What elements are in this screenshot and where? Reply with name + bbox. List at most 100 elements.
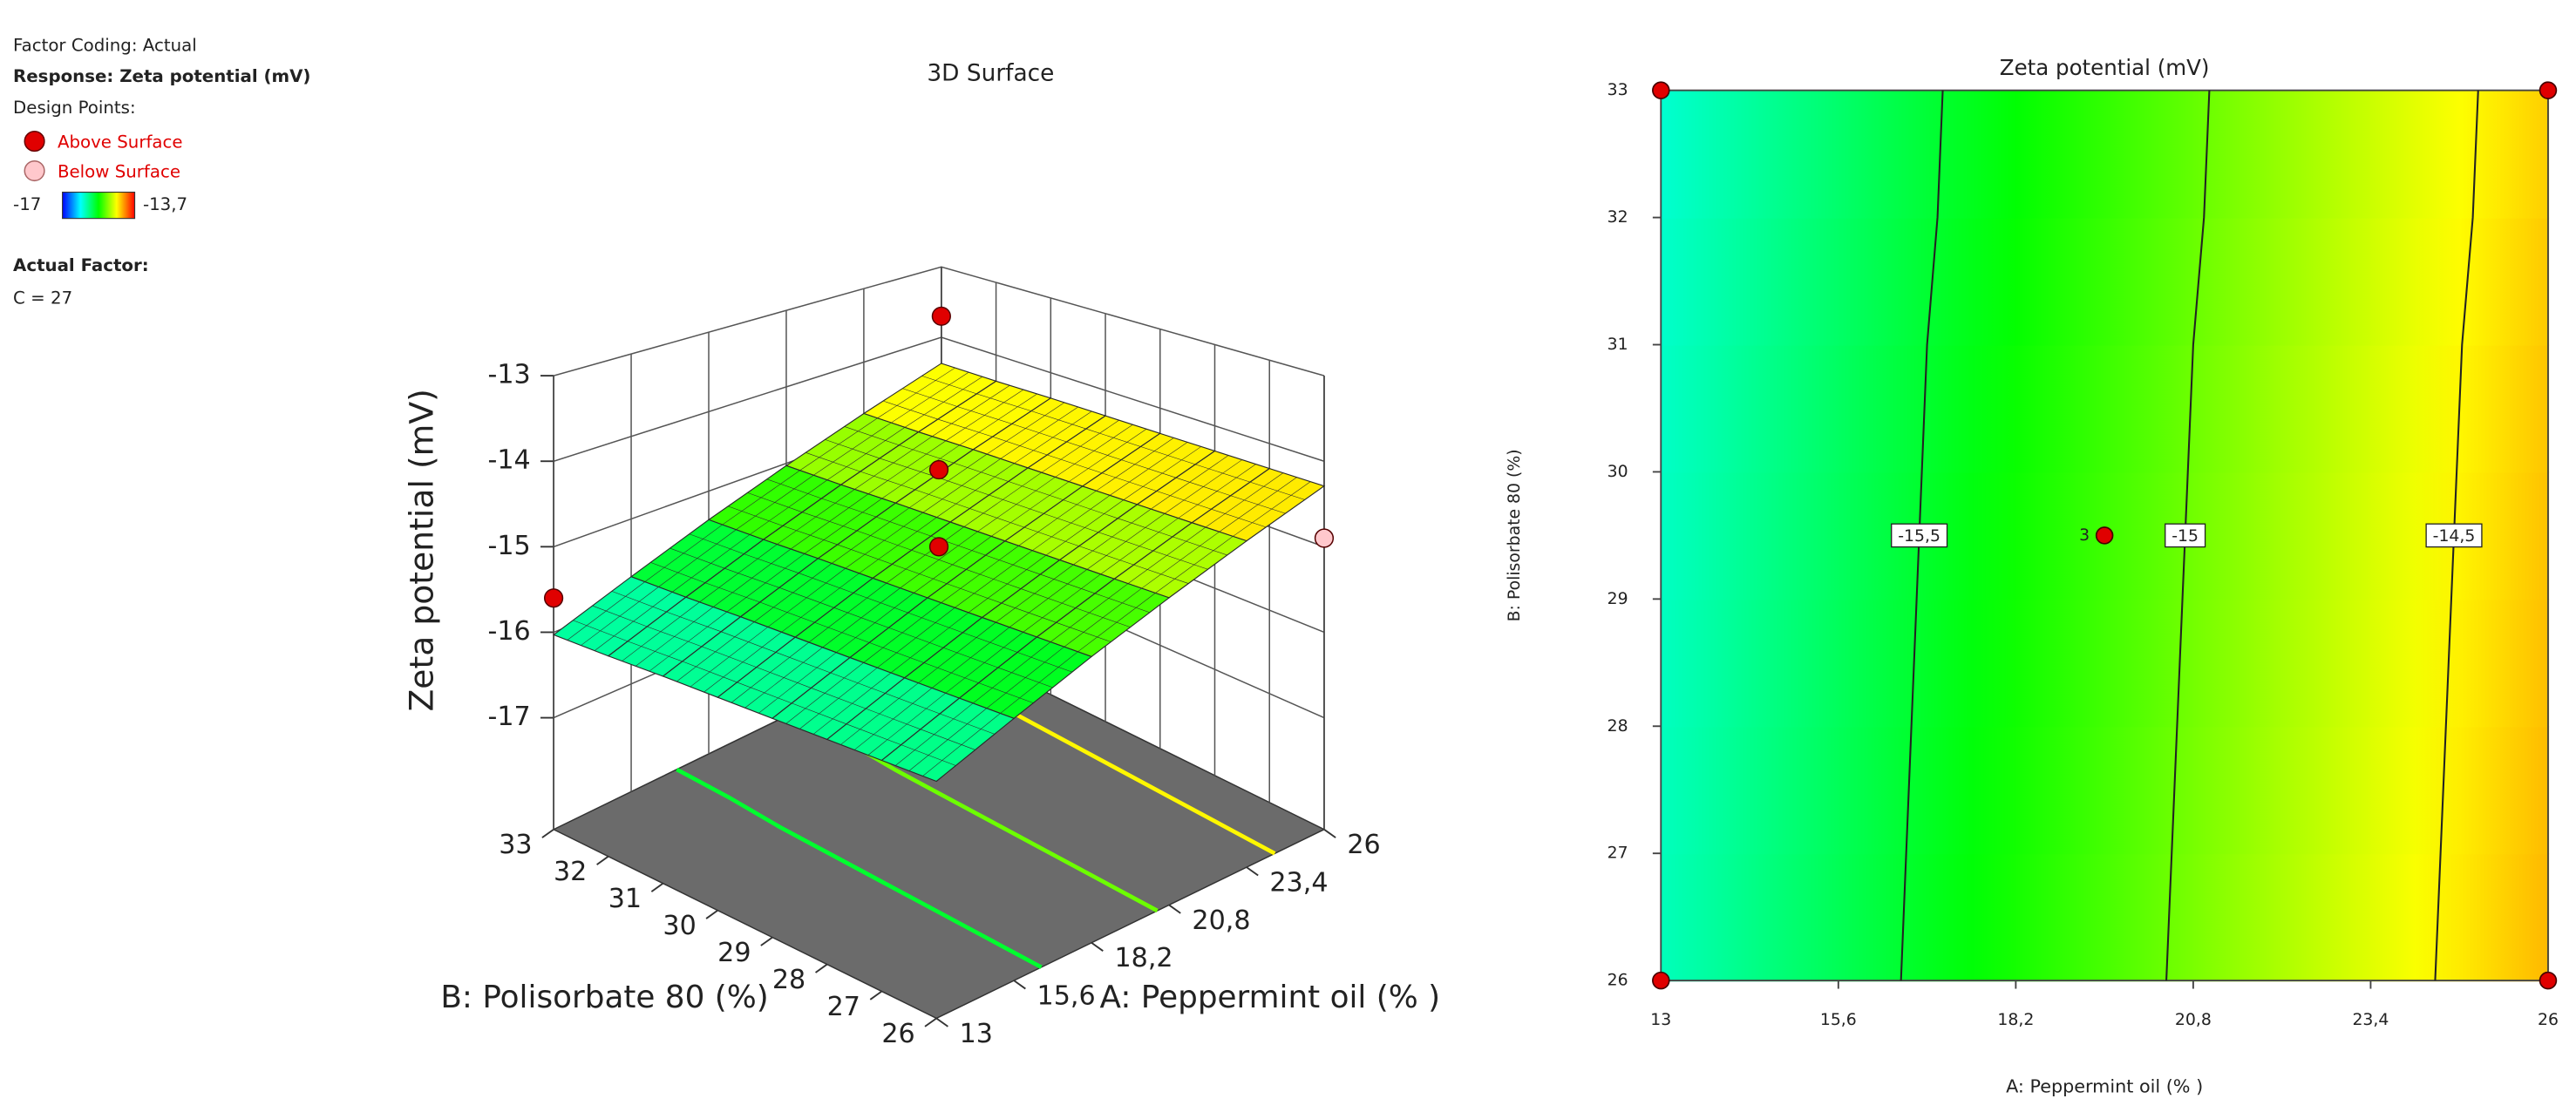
z-tick-label: -13: [487, 360, 530, 390]
contour-cell: [2015, 726, 2195, 855]
contour-cell: [1838, 217, 2017, 346]
surface-mesh: [790, 493, 869, 550]
surface-mesh: [1094, 593, 1150, 614]
surface-mesh: [1032, 495, 1111, 551]
colorbar-min: -17: [13, 194, 41, 214]
contour-label-box: [2165, 523, 2206, 548]
surface-mesh: [886, 526, 964, 584]
contour-cell: [2192, 471, 2372, 600]
surface-mesh: [1030, 410, 1086, 430]
response: Response: Zeta potential (mV): [13, 66, 310, 86]
surface-mesh: [644, 524, 723, 582]
surface-mesh: [1000, 406, 1078, 459]
a-tick-label: 13: [960, 1019, 993, 1049]
surface-mesh: [712, 548, 792, 607]
surface-mesh: [908, 708, 987, 771]
surface-mesh: [941, 546, 1019, 603]
b-tick-label: 31: [608, 884, 642, 914]
surface-mesh: [1141, 531, 1220, 589]
z-tick-label: -16: [487, 616, 530, 647]
surface-mesh: [986, 402, 1065, 455]
surface-mesh: [830, 672, 886, 694]
design-point: [2539, 971, 2558, 990]
surface-mesh: [1219, 477, 1297, 532]
surface-mesh: [1205, 472, 1284, 528]
colorbar-max: -13,7: [143, 194, 187, 214]
x-tick-label: 23,4: [2352, 1011, 2389, 1029]
legend-above-marker: [24, 131, 45, 153]
surface-mesh: [690, 627, 769, 688]
x-tick-label: 26: [2538, 1011, 2559, 1029]
y-tick-label: 31: [1607, 336, 1628, 354]
contour-cell: [1661, 853, 1839, 982]
contour-title: Zeta potential (mV): [2000, 55, 2210, 80]
surface-mesh: [766, 478, 822, 499]
b-tick: [869, 990, 883, 1000]
surface-mesh: [931, 627, 1010, 688]
z-tick-label: -17: [487, 702, 530, 732]
surface-mesh: [785, 662, 864, 724]
z-tick-label: -15: [487, 531, 530, 561]
surface-mesh: [840, 682, 919, 745]
surface-mesh: [1249, 481, 1305, 500]
surface-mesh: [722, 470, 800, 526]
surface-mesh: [799, 417, 878, 471]
surface-mesh: [907, 612, 963, 634]
contour-cell: [2192, 344, 2372, 473]
a-tick: [1013, 980, 1026, 990]
b-tick: [705, 909, 718, 919]
design-point: [928, 459, 949, 480]
surface-mesh: [891, 371, 969, 424]
design-point: [928, 537, 949, 557]
y-tick-label: 26: [1607, 972, 1628, 990]
design-point: [2095, 526, 2114, 545]
surface-mesh: [731, 641, 810, 703]
contour-cell: [2192, 217, 2372, 346]
design-point: [2539, 81, 2558, 99]
surface-mesh: [996, 564, 1074, 623]
b-tick-label: 32: [554, 857, 587, 887]
a-tick: [935, 1017, 948, 1027]
surface-mesh: [1008, 481, 1064, 500]
surface-mesh: [1017, 652, 1072, 673]
surface-mesh: [813, 422, 892, 476]
b-tick-label: 28: [772, 965, 805, 995]
surface-mesh: [744, 553, 799, 573]
surface-mesh: [977, 477, 1056, 532]
contour-cell: [1661, 726, 1839, 855]
surface-mesh: [636, 607, 714, 667]
b-tick-label: 26: [881, 1019, 914, 1049]
surface-mesh: [622, 601, 700, 661]
surface-mesh: [799, 667, 878, 729]
x-tick-label: 18,2: [1997, 1011, 2034, 1029]
surface-mesh: [689, 533, 744, 554]
a-tick-label: 15,6: [1037, 980, 1096, 1011]
surface-mesh: [799, 573, 854, 593]
b-tick: [815, 963, 828, 973]
contour-cell: [1661, 599, 1839, 728]
contour-cell: [1838, 599, 2017, 728]
surface-mesh: [658, 529, 737, 587]
design-point: [931, 306, 951, 326]
surface-mesh: [1050, 583, 1129, 642]
contour-cell: [2192, 853, 2372, 982]
surface-mesh: [822, 587, 901, 648]
contour-label-box: [2425, 523, 2483, 548]
surface-mesh: [821, 498, 877, 518]
factor-c: C = 27: [13, 288, 72, 309]
surface-mesh: [863, 602, 941, 663]
b-tick-label: 33: [499, 830, 532, 860]
colorbar: [62, 191, 136, 220]
design-point: [1314, 528, 1335, 548]
surface-mesh: [921, 376, 977, 395]
a-tick-label: 18,2: [1114, 943, 1172, 973]
surface-mesh: [1055, 424, 1133, 478]
b-tick-label: 30: [663, 911, 696, 941]
surface-mesh: [908, 453, 988, 508]
design-point: [1652, 971, 1670, 990]
surface-mesh: [744, 647, 823, 709]
a-tick: [1168, 904, 1181, 914]
contour-cell: [2370, 853, 2550, 982]
b-tick-label: 29: [717, 938, 751, 968]
